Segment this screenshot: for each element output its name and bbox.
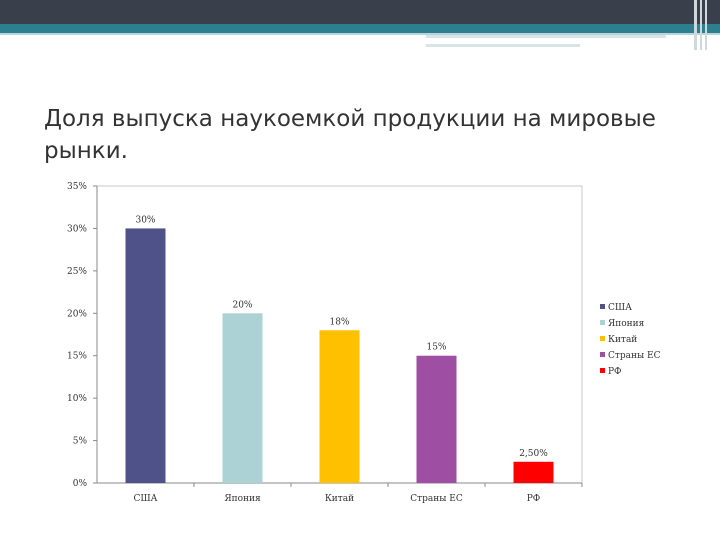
bar-chart: 0% 5% 10% 15% 20% 25% 30% 35% 30% 20% 18% 15% 2,50%… bbox=[67, 182, 661, 504]
bar bbox=[319, 330, 360, 483]
bar bbox=[125, 228, 166, 483]
legend-swatch bbox=[600, 368, 605, 373]
data-label: 20% bbox=[232, 300, 252, 310]
chart: 0% 5% 10% 15% 20% 25% 30% 35% 30% 20% 18% 15% 2,50%… bbox=[40, 176, 680, 516]
data-label: 30% bbox=[135, 215, 155, 225]
legend-entry: Китай bbox=[608, 335, 637, 345]
y-tick-label: 20% bbox=[67, 309, 87, 319]
decorative-tab bbox=[426, 35, 666, 38]
legend-swatch bbox=[600, 352, 605, 357]
legend-swatch bbox=[600, 336, 605, 341]
y-tick-label: 0% bbox=[73, 479, 88, 489]
y-tick-label: 30% bbox=[67, 224, 87, 234]
y-tick-label: 35% bbox=[67, 182, 87, 192]
legend-entry: Страны ЕС bbox=[608, 351, 661, 361]
x-tick-label: Япония bbox=[224, 494, 261, 504]
data-label: 18% bbox=[329, 317, 349, 327]
data-label: 15% bbox=[426, 343, 446, 353]
header-band bbox=[0, 0, 720, 24]
decorative-corner bbox=[690, 0, 720, 50]
header-stripe bbox=[0, 24, 720, 33]
header-light-line bbox=[0, 33, 720, 35]
data-label: 2,50% bbox=[519, 449, 548, 459]
legend-entry: Япония bbox=[608, 319, 645, 329]
bar bbox=[222, 313, 263, 483]
x-tick-label: Страны ЕС bbox=[410, 494, 463, 504]
decorative-tab bbox=[426, 44, 580, 47]
y-tick-label: 15% bbox=[67, 352, 87, 362]
bar bbox=[513, 461, 554, 483]
legend-entry: США bbox=[608, 303, 632, 313]
y-tick-label: 5% bbox=[73, 437, 88, 447]
legend-swatch bbox=[600, 304, 605, 309]
x-tick-label: Китай bbox=[325, 494, 354, 504]
x-tick-label: РФ bbox=[527, 494, 541, 504]
y-tick-label: 10% bbox=[67, 394, 87, 404]
x-tick-label: США bbox=[134, 494, 158, 504]
legend-entry: РФ bbox=[608, 367, 622, 377]
bar bbox=[416, 355, 457, 483]
slide-title: Доля выпуска наукоемкой продукции на мир… bbox=[44, 106, 656, 164]
y-tick-label: 25% bbox=[67, 267, 87, 277]
legend-swatch bbox=[600, 320, 605, 325]
